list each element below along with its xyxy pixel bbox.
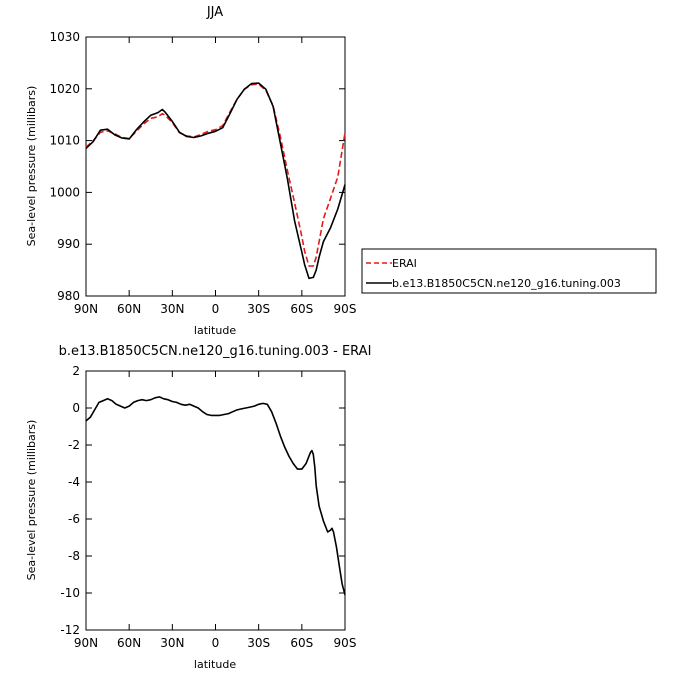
top-series-line-1 (85, 82, 346, 280)
bottom-x-ticks: 90N 60N 30N 0 30S 60S 90S (74, 371, 357, 650)
bottom-x-tick-label: 90S (334, 636, 357, 650)
top-series-lines (85, 82, 346, 280)
top-y-tick-label: 980 (57, 289, 80, 303)
bottom-y-tick-label: -4 (68, 475, 80, 489)
top-x-axis-title: latitude (194, 324, 236, 337)
legend-box (361, 248, 657, 294)
bottom-y-tick-label: 2 (72, 364, 80, 378)
top-series-line-0 (85, 83, 346, 267)
legend: ERAI b.e13.B1850C5CN.ne120_g16.tuning.00… (361, 248, 657, 294)
top-y-axis-title: Sea-level pressure (millibars) (25, 86, 38, 247)
top-y-ticks: 980 990 1000 1010 1020 1030 (49, 30, 345, 303)
bottom-panel: b.e13.B1850C5CN.ne120_g16.tuning.003 - E… (25, 344, 371, 671)
bottom-x-axis-title: latitude (194, 658, 236, 671)
top-panel: JJA 980 990 1000 1010 1020 1030 90N 60N 30N 0 30S… (25, 5, 356, 337)
top-y-tick-label: 1020 (49, 82, 80, 96)
bottom-series-line-0 (85, 396, 346, 596)
bottom-x-tick-label: 30N (160, 636, 184, 650)
legend-label-erai: ERAI (392, 257, 417, 270)
top-x-tick-label: 90N (74, 302, 98, 316)
bottom-y-tick-label: -2 (68, 438, 80, 452)
top-x-ticks: 90N 60N 30N 0 30S 60S 90S (74, 37, 357, 316)
bottom-y-axis-title: Sea-level pressure (millibars) (25, 420, 38, 581)
bottom-x-tick-label: 30S (247, 636, 270, 650)
bottom-x-tick-label: 0 (212, 636, 220, 650)
top-x-tick-label: 90S (334, 302, 357, 316)
top-x-tick-label: 30S (247, 302, 270, 316)
bottom-x-tick-label: 60N (117, 636, 141, 650)
top-chart-title: JJA (206, 5, 223, 20)
bottom-y-ticks: -12 -10 -8 -6 -4 -2 0 2 (60, 364, 345, 637)
top-x-tick-label: 0 (212, 302, 220, 316)
bottom-y-tick-label: 0 (72, 401, 80, 415)
bottom-y-tick-label: -8 (68, 549, 80, 563)
legend-label-model: b.e13.B1850C5CN.ne120_g16.tuning.003 (392, 277, 621, 290)
bottom-series-lines (85, 396, 346, 596)
top-y-tick-label: 1010 (49, 134, 80, 148)
bottom-plot-frame (85, 370, 346, 631)
bottom-y-tick-label: -10 (60, 586, 80, 600)
bottom-y-tick-label: -12 (60, 623, 80, 637)
bottom-x-tick-label: 60S (290, 636, 313, 650)
top-x-tick-label: 30N (160, 302, 184, 316)
bottom-y-tick-label: -6 (68, 512, 80, 526)
top-y-tick-label: 1030 (49, 30, 80, 44)
top-x-tick-label: 60S (290, 302, 313, 316)
bottom-x-tick-label: 90N (74, 636, 98, 650)
top-x-tick-label: 60N (117, 302, 141, 316)
top-y-tick-label: 1000 (49, 185, 80, 199)
bottom-chart-title: b.e13.B1850C5CN.ne120_g16.tuning.003 - E… (59, 344, 372, 359)
top-y-tick-label: 990 (57, 237, 80, 251)
